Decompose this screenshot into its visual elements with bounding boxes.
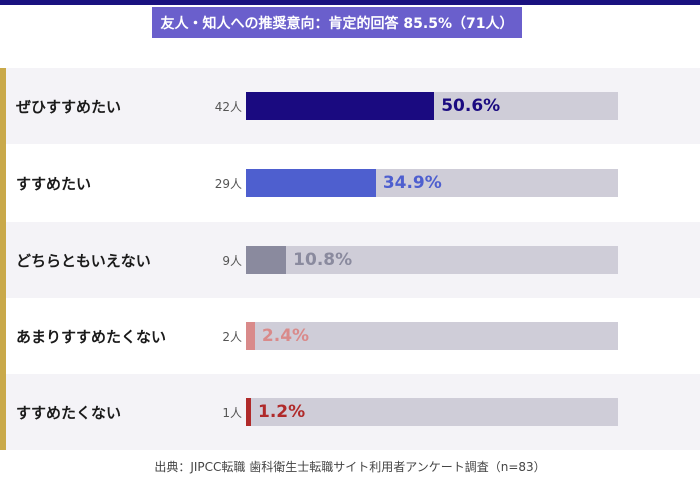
bar-row: すすめたい 29人 34.9% [6, 145, 700, 221]
accent-stripe [0, 68, 6, 450]
value-label: 2.4% [261, 326, 310, 346]
value-label: 34.9% [382, 173, 442, 193]
count-label: 1人 [222, 405, 242, 420]
source-note: 出典：JIPCC転職 歯科衛生士転職サイト利用者アンケート調査（n=83） [154, 460, 546, 474]
category-label: あまりすすめたくない [16, 327, 167, 346]
bar-row: すすめたくない 1人 1.2% [6, 374, 700, 450]
category-label: すすめたい [16, 174, 92, 193]
bar-fill [246, 246, 287, 274]
bar-track: 10.8% [246, 246, 618, 274]
bar-fill [246, 398, 251, 426]
count-label: 2人 [222, 329, 242, 344]
bar-track: 34.9% [246, 169, 618, 197]
category-label: ぜひすすめたい [16, 97, 122, 116]
bar-row: どちらともいえない 9人 10.8% [6, 222, 700, 298]
bar-fill [246, 169, 376, 197]
chart-title: 友人・知人への推奨意向：肯定的回答 85.5%（71人） [152, 7, 522, 38]
top-bar [0, 0, 700, 5]
bar-fill [246, 92, 435, 120]
count-label: 42人 [214, 99, 242, 114]
count-label: 29人 [214, 176, 242, 191]
category-label: どちらともいえない [16, 251, 151, 270]
category-label: すすめたくない [16, 403, 122, 422]
value-label: 1.2% [258, 402, 306, 422]
bar-track: 2.4% [246, 322, 618, 350]
count-label: 9人 [222, 253, 242, 268]
bar-fill [246, 322, 255, 350]
value-label: 10.8% [293, 250, 353, 270]
bar-track: 50.6% [246, 92, 618, 120]
value-label: 50.6% [441, 96, 501, 116]
bar-track: 1.2% [246, 398, 618, 426]
bar-row: あまりすすめたくない 2人 2.4% [6, 298, 700, 374]
bar-row: ぜひすすめたい 42人 50.6% [6, 68, 700, 144]
